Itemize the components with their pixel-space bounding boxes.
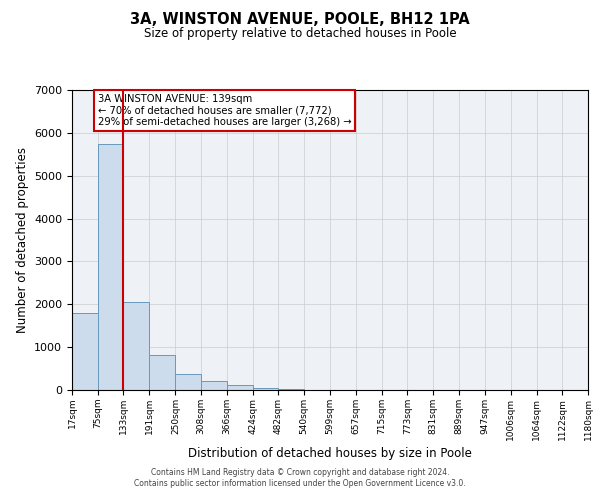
- Y-axis label: Number of detached properties: Number of detached properties: [16, 147, 29, 333]
- Text: Contains HM Land Registry data © Crown copyright and database right 2024.
Contai: Contains HM Land Registry data © Crown c…: [134, 468, 466, 487]
- X-axis label: Distribution of detached houses by size in Poole: Distribution of detached houses by size …: [188, 446, 472, 460]
- Text: 3A WINSTON AVENUE: 139sqm
← 70% of detached houses are smaller (7,772)
29% of se: 3A WINSTON AVENUE: 139sqm ← 70% of detac…: [98, 94, 352, 128]
- Bar: [175, 374, 201, 390]
- Text: 3A, WINSTON AVENUE, POOLE, BH12 1PA: 3A, WINSTON AVENUE, POOLE, BH12 1PA: [130, 12, 470, 28]
- Text: Size of property relative to detached houses in Poole: Size of property relative to detached ho…: [143, 28, 457, 40]
- Bar: [227, 386, 253, 390]
- Bar: [253, 388, 278, 390]
- Bar: [201, 381, 227, 390]
- Bar: [149, 355, 175, 390]
- Bar: [98, 144, 124, 390]
- Bar: [72, 313, 98, 390]
- Bar: [278, 388, 304, 390]
- Bar: [124, 302, 149, 390]
